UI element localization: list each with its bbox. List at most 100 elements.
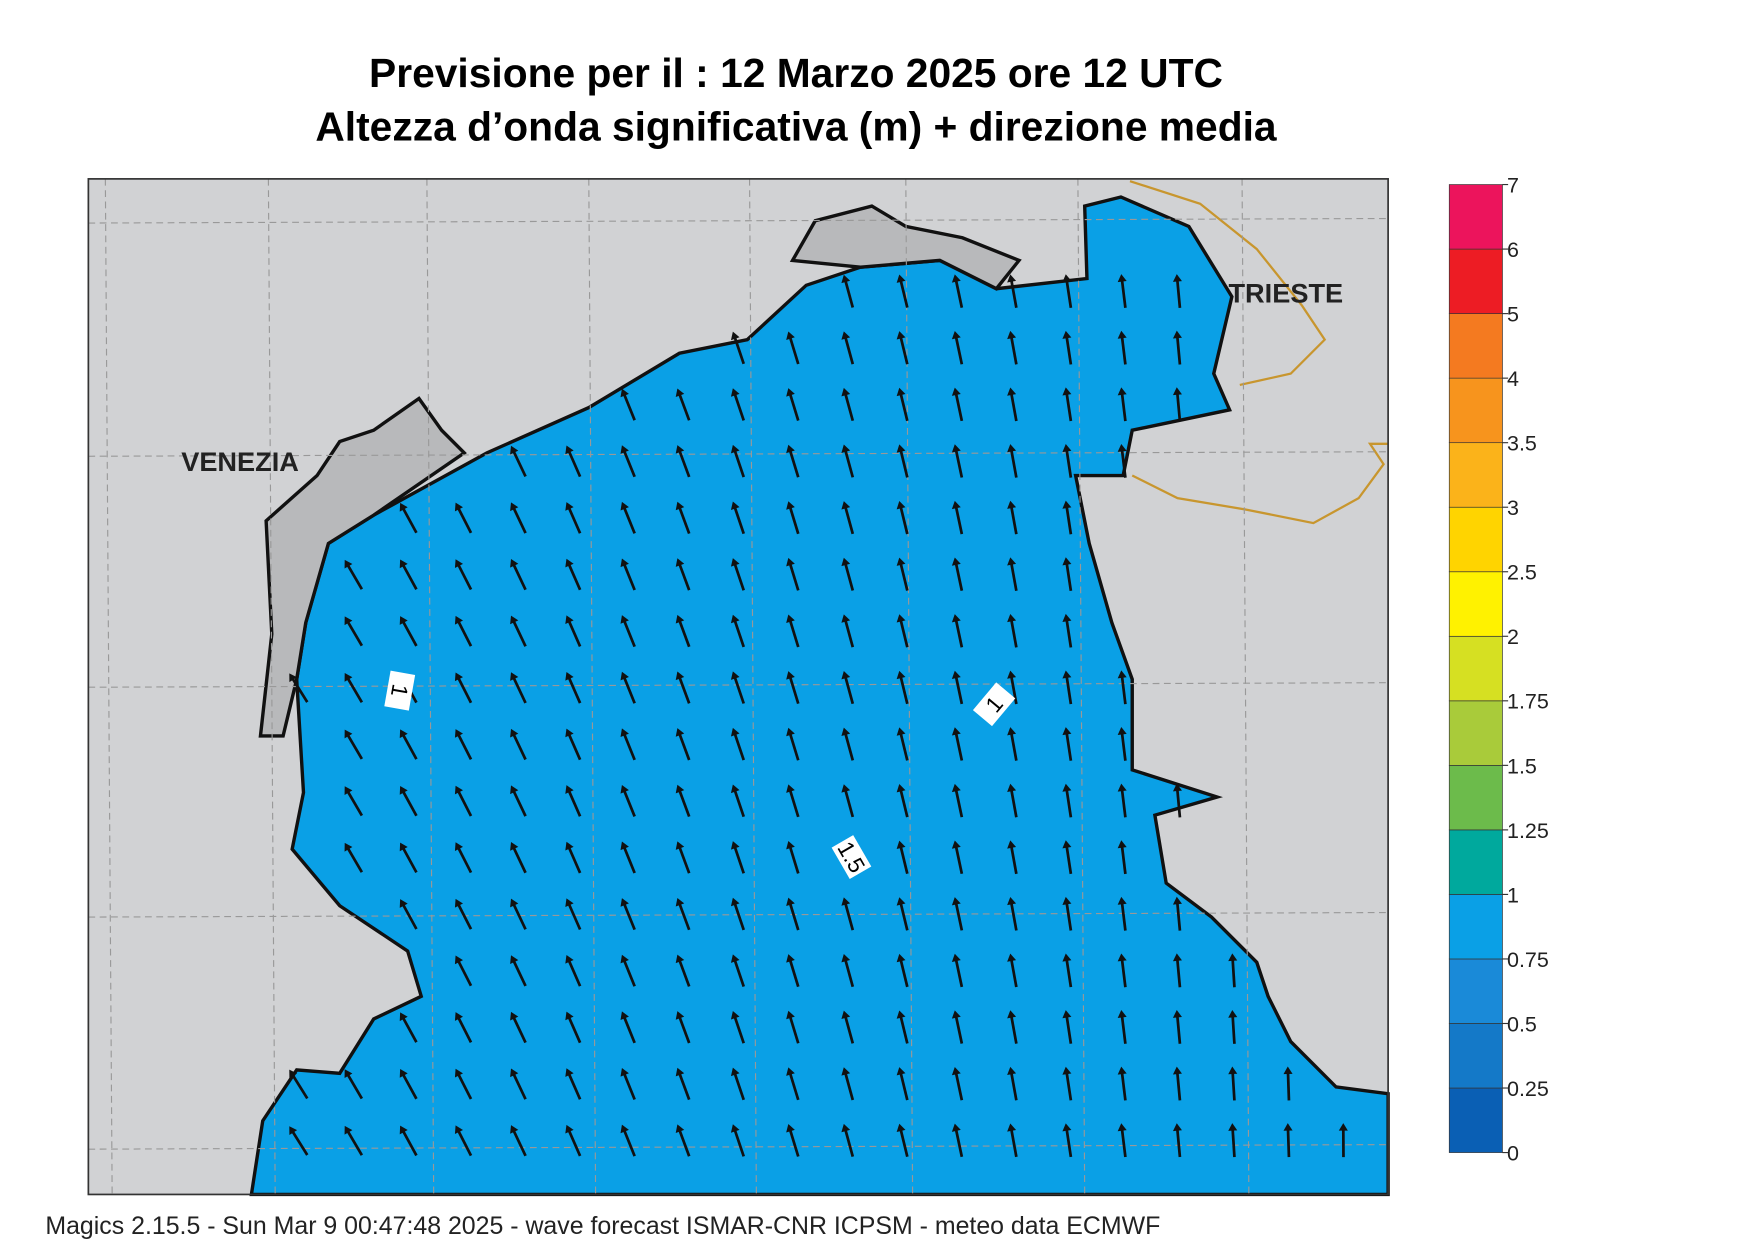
arrow-head: [565, 558, 574, 568]
arrow: [951, 1066, 964, 1101]
arrow: [786, 501, 800, 535]
arrow: [1228, 1009, 1238, 1044]
arrow: [841, 444, 855, 478]
arrow: [1172, 387, 1182, 422]
arrow: [1172, 1066, 1182, 1101]
footer: Magics 2.15.5 - Sun Mar 9 00:47:48 2025 …: [45, 1212, 1160, 1240]
arrow-shaft: [899, 563, 909, 591]
arrow-shaft: [1120, 1016, 1127, 1044]
arrow-shaft: [954, 733, 964, 761]
arrow-shaft: [1120, 393, 1127, 422]
arrow-head: [1172, 783, 1182, 792]
arrows: [289, 274, 1348, 1158]
arrow-shaft: [954, 790, 964, 818]
arrow: [1007, 727, 1018, 761]
arrow: [786, 1067, 800, 1101]
arrow-shaft: [899, 1016, 909, 1044]
arrow-head: [730, 1010, 740, 1020]
arrow-shaft: [1010, 393, 1018, 422]
arrow-head: [786, 784, 795, 793]
arrow-shaft: [1176, 280, 1182, 309]
arrow-shaft: [678, 903, 691, 931]
arrow-shaft: [567, 734, 582, 761]
arrow-shaft: [954, 960, 964, 988]
arrow-shaft: [789, 1130, 800, 1157]
arrow-shaft: [789, 394, 800, 421]
arrow-head: [510, 502, 519, 512]
arrow: [454, 785, 473, 817]
arrow: [399, 899, 418, 930]
arrow-head: [399, 616, 408, 625]
arrow: [399, 1069, 418, 1100]
arrow: [730, 841, 746, 874]
colorbar-tick-label: 2: [1507, 625, 1519, 649]
arrow-head: [896, 557, 906, 566]
arrow-shaft: [1176, 960, 1182, 988]
arrow-shaft: [567, 621, 582, 648]
arrow-head: [399, 785, 408, 795]
lagoon: [258, 396, 467, 738]
colorbar-band: [1448, 1023, 1503, 1089]
arrow-shaft: [402, 1017, 418, 1043]
arrow: [620, 1124, 636, 1157]
arrow-head: [620, 1067, 629, 1077]
arrow-shaft: [678, 790, 691, 818]
colorbar-band: [1448, 894, 1503, 960]
arrow: [951, 727, 964, 761]
arrow-head: [675, 1124, 685, 1133]
colorbar-tick-label: 1: [1507, 883, 1519, 907]
arrow: [399, 729, 418, 760]
arrow: [675, 897, 691, 931]
arrow-head: [951, 500, 961, 510]
arrow: [841, 727, 855, 761]
arrow: [786, 1124, 800, 1157]
arrow-shaft: [402, 904, 418, 930]
arrow-shaft: [789, 450, 800, 478]
arrow-shaft: [844, 1016, 855, 1044]
colorbar-band: [1448, 765, 1503, 831]
arrow-head: [951, 840, 961, 849]
colorbar-band: [1448, 248, 1503, 314]
arrow: [565, 671, 582, 704]
arrow: [454, 898, 473, 930]
arrow-shaft: [844, 733, 855, 761]
arrow: [786, 840, 800, 874]
arrow: [896, 1067, 909, 1101]
arrow-shaft: [1176, 1016, 1182, 1044]
arrow-shaft: [623, 620, 636, 648]
arrow: [565, 558, 582, 591]
arrow-shaft: [899, 1073, 909, 1101]
arrow-shaft: [623, 903, 636, 931]
arrow-head: [675, 841, 685, 850]
arrow-shaft: [1010, 960, 1018, 988]
arrow-head: [896, 614, 906, 623]
arrow-shaft: [512, 677, 527, 704]
title: Previsione per il : 12 Marzo 2025 ore 12…: [369, 50, 1223, 96]
arrow: [896, 274, 909, 308]
colorbar-tick-label: 3: [1507, 496, 1519, 520]
arrow: [786, 727, 800, 761]
arrow: [841, 331, 855, 365]
arrow-shaft: [954, 563, 964, 591]
arrow-head: [896, 953, 906, 963]
arrow: [1007, 670, 1018, 705]
arrow-head: [620, 558, 629, 568]
arrow-shaft: [512, 564, 527, 591]
arrow-head: [1007, 1010, 1017, 1019]
arrow-head: [786, 557, 795, 567]
arrow-head: [1172, 1009, 1182, 1018]
arrow-head: [730, 841, 740, 850]
arrow: [1062, 670, 1073, 705]
arrow-shaft: [346, 621, 364, 647]
colorbar-tick-label: 0.25: [1507, 1077, 1549, 1101]
arrow-head: [730, 444, 740, 454]
arrow-head: [565, 615, 574, 625]
arrow-head: [399, 502, 408, 512]
arrow-shaft: [623, 564, 636, 591]
arrow-shaft: [1065, 733, 1073, 761]
arrow-shaft: [567, 790, 582, 817]
arrow-shaft: [954, 280, 964, 308]
arrow-head: [1062, 274, 1072, 283]
arrow: [896, 557, 909, 591]
arrow-head: [1117, 896, 1127, 905]
